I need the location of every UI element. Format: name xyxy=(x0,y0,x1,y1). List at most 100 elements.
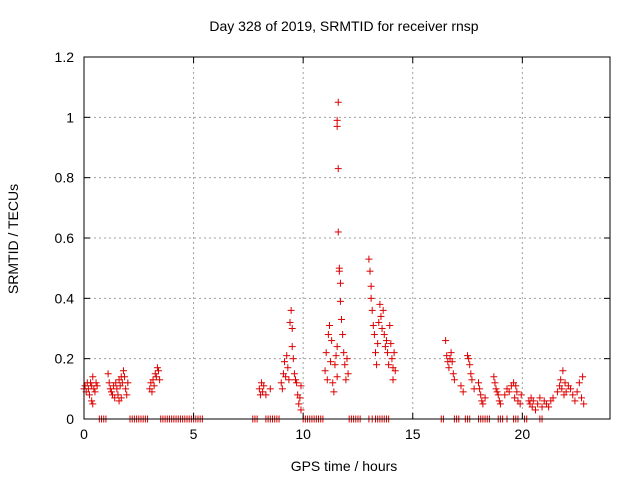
data-point xyxy=(122,385,130,393)
data-point xyxy=(578,394,586,402)
data-point xyxy=(333,343,341,351)
data-point xyxy=(529,397,537,405)
data-point xyxy=(150,382,158,390)
data-point xyxy=(466,361,474,369)
data-point xyxy=(336,279,344,287)
data-point xyxy=(464,352,472,360)
data-point xyxy=(481,394,489,402)
data-point xyxy=(293,379,301,387)
data-point xyxy=(557,376,565,384)
data-point xyxy=(378,325,386,332)
data-point xyxy=(492,385,500,393)
data-point xyxy=(284,364,292,372)
data-point xyxy=(124,379,132,387)
data-point xyxy=(387,340,395,348)
data-point xyxy=(536,394,544,402)
data-point xyxy=(334,98,342,106)
data-point xyxy=(344,370,352,378)
data-point xyxy=(516,400,524,408)
data-point xyxy=(322,349,330,357)
data-point xyxy=(255,385,263,393)
data-point xyxy=(328,337,336,345)
data-point xyxy=(513,388,521,396)
data-point xyxy=(289,355,297,363)
data-point xyxy=(447,349,455,357)
data-point xyxy=(467,370,475,378)
data-point xyxy=(286,318,294,326)
data-point xyxy=(370,331,378,339)
data-point xyxy=(531,406,539,414)
data-point xyxy=(324,331,332,339)
data-point xyxy=(259,388,267,396)
y-tick-label: 0.2 xyxy=(55,351,75,367)
data-point xyxy=(278,385,286,393)
chart-title: Day 328 of 2019, SRMTID for receiver rns… xyxy=(209,18,478,34)
grid-lines xyxy=(84,57,610,419)
data-point xyxy=(336,297,344,305)
data-point xyxy=(282,373,290,381)
data-point xyxy=(88,397,96,405)
data-point xyxy=(477,391,485,399)
data-point xyxy=(375,318,383,326)
data-point xyxy=(106,385,114,393)
data-point xyxy=(297,406,305,414)
data-point xyxy=(442,337,450,345)
data-point xyxy=(457,382,465,390)
data-point xyxy=(569,391,577,399)
data-point xyxy=(93,382,101,390)
data-point xyxy=(558,385,566,393)
data-point xyxy=(333,373,341,381)
data-point xyxy=(377,312,385,320)
data-point xyxy=(296,394,304,402)
data-point xyxy=(367,294,375,302)
data-point xyxy=(571,397,579,405)
data-point xyxy=(340,349,348,357)
data-point xyxy=(338,315,346,323)
y-axis-label: SRMTID / TECUs xyxy=(5,184,21,294)
data-point xyxy=(105,379,113,387)
data-point xyxy=(341,361,349,369)
data-point xyxy=(266,385,274,393)
data-point xyxy=(490,373,498,381)
data-point xyxy=(339,331,347,339)
data-point xyxy=(384,349,392,357)
data-point xyxy=(333,122,341,130)
data-point xyxy=(505,388,513,396)
data-point xyxy=(388,355,396,363)
data-point xyxy=(559,367,567,375)
data-point xyxy=(290,370,298,378)
data-point xyxy=(448,358,456,366)
data-point xyxy=(342,376,350,384)
data-points xyxy=(80,98,588,423)
data-point xyxy=(262,391,270,399)
data-point xyxy=(459,388,467,396)
data-point xyxy=(92,379,100,387)
data-point xyxy=(476,385,484,393)
data-point xyxy=(156,376,164,384)
data-point xyxy=(295,400,303,408)
data-point xyxy=(382,337,390,345)
data-point xyxy=(517,391,525,399)
data-point xyxy=(373,361,381,369)
data-point xyxy=(549,394,557,402)
data-point xyxy=(331,361,339,369)
x-tick-label: 20 xyxy=(515,426,531,442)
data-point xyxy=(332,352,340,360)
data-point xyxy=(374,340,382,348)
data-point xyxy=(111,394,119,402)
data-point xyxy=(151,370,159,378)
data-point xyxy=(89,400,97,408)
data-point xyxy=(365,255,373,263)
x-tick-label: 10 xyxy=(295,426,311,442)
data-point xyxy=(85,391,93,399)
data-point xyxy=(479,400,487,408)
data-point xyxy=(367,282,375,290)
data-point xyxy=(334,228,342,236)
data-point xyxy=(333,116,341,124)
data-point xyxy=(368,306,376,314)
data-point xyxy=(343,355,351,363)
data-point xyxy=(534,400,542,408)
data-point xyxy=(288,343,296,351)
data-point xyxy=(386,321,394,329)
